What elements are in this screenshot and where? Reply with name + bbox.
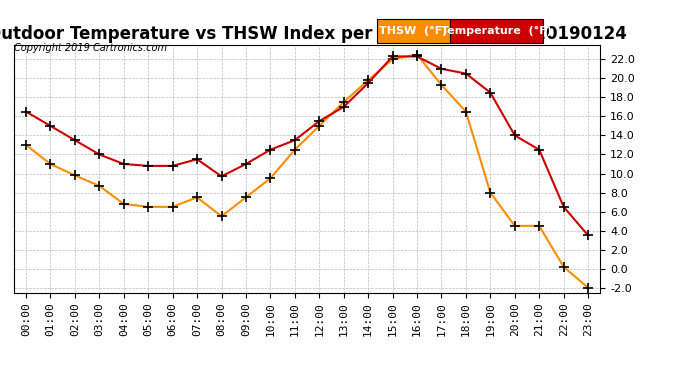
Text: Temperature  (°F): Temperature (°F): [441, 26, 552, 36]
Text: THSW  (°F): THSW (°F): [380, 26, 448, 36]
Text: Copyright 2019 Cartronics.com: Copyright 2019 Cartronics.com: [14, 43, 167, 52]
Title: Outdoor Temperature vs THSW Index per Hour (24 Hours) 20190124: Outdoor Temperature vs THSW Index per Ho…: [0, 26, 627, 44]
